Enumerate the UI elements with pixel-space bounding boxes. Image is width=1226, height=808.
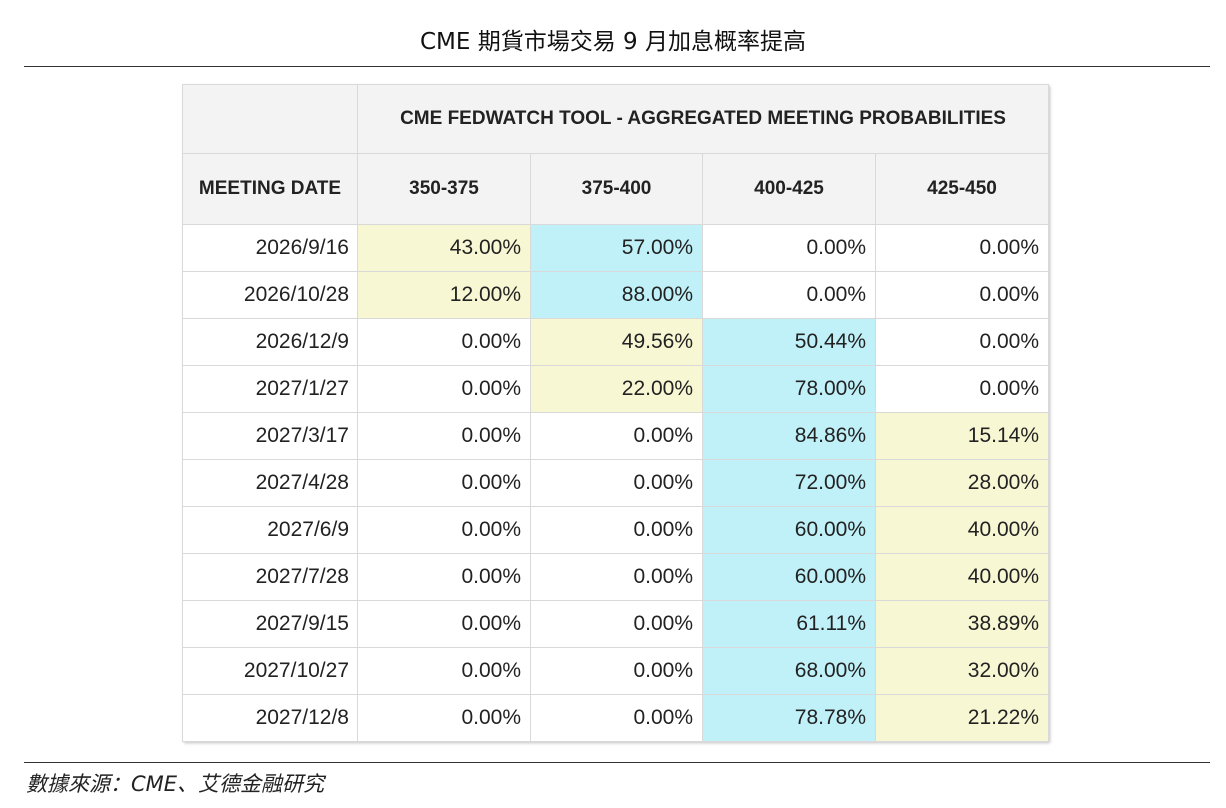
meeting-date-cell: 2027/9/15 bbox=[182, 600, 358, 648]
probability-cell: 0.00% bbox=[874, 224, 1050, 272]
table-row: 2026/9/16 43.00% 57.00% 0.00% 0.00% bbox=[182, 224, 1050, 272]
probability-cell: 60.00% bbox=[702, 506, 876, 554]
probability-cell: 0.00% bbox=[357, 318, 531, 366]
probability-cell: 0.00% bbox=[357, 694, 531, 742]
probability-cell: 15.14% bbox=[874, 412, 1050, 460]
probability-cell: 0.00% bbox=[530, 694, 703, 742]
probability-cell: 0.00% bbox=[530, 553, 703, 601]
table-title: CME FEDWATCH TOOL - AGGREGATED MEETING P… bbox=[356, 84, 1050, 154]
probability-cell: 0.00% bbox=[357, 365, 531, 413]
probability-cell: 0.00% bbox=[874, 318, 1050, 366]
meeting-date-cell: 2026/10/28 bbox=[182, 271, 358, 319]
probability-cell: 84.86% bbox=[702, 412, 876, 460]
probability-cell: 32.00% bbox=[874, 647, 1050, 695]
meeting-date-cell: 2027/12/8 bbox=[182, 694, 358, 742]
probability-cell: 0.00% bbox=[530, 412, 703, 460]
fedwatch-table-container: CME FEDWATCH TOOL - AGGREGATED MEETING P… bbox=[182, 84, 1050, 742]
probability-cell: 60.00% bbox=[702, 553, 876, 601]
probability-cell: 50.44% bbox=[702, 318, 876, 366]
probability-cell: 38.89% bbox=[874, 600, 1050, 648]
meeting-date-cell: 2027/7/28 bbox=[182, 553, 358, 601]
meeting-date-cell: 2027/3/17 bbox=[182, 412, 358, 460]
column-header-meeting-date: MEETING DATE bbox=[182, 153, 358, 225]
table-row: 2027/4/28 0.00% 0.00% 72.00% 28.00% bbox=[182, 459, 1050, 507]
probability-cell: 57.00% bbox=[530, 224, 703, 272]
probability-cell: 0.00% bbox=[357, 459, 531, 507]
probability-cell: 22.00% bbox=[530, 365, 703, 413]
probability-cell: 78.00% bbox=[702, 365, 876, 413]
probability-cell: 0.00% bbox=[530, 506, 703, 554]
probability-cell: 61.11% bbox=[702, 600, 876, 648]
probability-cell: 40.00% bbox=[874, 506, 1050, 554]
probability-cell: 0.00% bbox=[702, 224, 876, 272]
probability-cell: 43.00% bbox=[357, 224, 531, 272]
probability-cell: 0.00% bbox=[357, 553, 531, 601]
table-row: 2027/7/28 0.00% 0.00% 60.00% 40.00% bbox=[182, 553, 1050, 601]
header-corner bbox=[182, 84, 358, 154]
meeting-date-cell: 2027/1/27 bbox=[182, 365, 358, 413]
probability-cell: 0.00% bbox=[357, 412, 531, 460]
probability-cell: 0.00% bbox=[702, 271, 876, 319]
page-title: CME 期貨市場交易 9 月加息概率提高 bbox=[419, 29, 806, 55]
probability-cell: 68.00% bbox=[702, 647, 876, 695]
probability-cell: 0.00% bbox=[357, 600, 531, 648]
probability-cell: 0.00% bbox=[874, 271, 1050, 319]
probability-cell: 0.00% bbox=[357, 506, 531, 554]
bottom-divider bbox=[24, 762, 1210, 763]
probability-cell: 0.00% bbox=[357, 647, 531, 695]
table-row: 2027/1/27 0.00% 22.00% 78.00% 0.00% bbox=[182, 365, 1050, 413]
table-row: 2027/6/9 0.00% 0.00% 60.00% 40.00% bbox=[182, 506, 1050, 554]
probability-cell: 0.00% bbox=[530, 600, 703, 648]
probability-cell: 88.00% bbox=[530, 271, 703, 319]
probability-cell: 49.56% bbox=[530, 318, 703, 366]
table-row: 2026/12/9 0.00% 49.56% 50.44% 0.00% bbox=[182, 318, 1050, 366]
meeting-date-cell: 2026/12/9 bbox=[182, 318, 358, 366]
probability-cell: 0.00% bbox=[530, 647, 703, 695]
fedwatch-table: CME FEDWATCH TOOL - AGGREGATED MEETING P… bbox=[182, 84, 1050, 742]
column-header-rate-range: 400-425 bbox=[702, 153, 876, 225]
probability-cell: 12.00% bbox=[357, 271, 531, 319]
probability-cell: 40.00% bbox=[874, 553, 1050, 601]
column-header-rate-range: 425-450 bbox=[874, 153, 1050, 225]
table-row: 2027/12/8 0.00% 0.00% 78.78% 21.22% bbox=[182, 694, 1050, 742]
table-row: 2027/9/15 0.00% 0.00% 61.11% 38.89% bbox=[182, 600, 1050, 648]
meeting-date-cell: 2027/6/9 bbox=[182, 506, 358, 554]
meeting-date-cell: 2027/10/27 bbox=[182, 647, 358, 695]
column-header-rate-range: 375-400 bbox=[530, 153, 703, 225]
probability-cell: 78.78% bbox=[702, 694, 876, 742]
probability-cell: 21.22% bbox=[874, 694, 1050, 742]
probability-cell: 0.00% bbox=[530, 459, 703, 507]
column-header-rate-range: 350-375 bbox=[357, 153, 531, 225]
source-note: 數據來源：CME、艾德金融研究 bbox=[26, 772, 325, 796]
table-row: 2026/10/28 12.00% 88.00% 0.00% 0.00% bbox=[182, 271, 1050, 319]
top-divider bbox=[24, 66, 1210, 67]
table-row: 2027/10/27 0.00% 0.00% 68.00% 32.00% bbox=[182, 647, 1050, 695]
table-row: 2027/3/17 0.00% 0.00% 84.86% 15.14% bbox=[182, 412, 1050, 460]
meeting-date-cell: 2026/9/16 bbox=[182, 224, 358, 272]
probability-cell: 72.00% bbox=[702, 459, 876, 507]
meeting-date-cell: 2027/4/28 bbox=[182, 459, 358, 507]
probability-cell: 0.00% bbox=[874, 365, 1050, 413]
probability-cell: 28.00% bbox=[874, 459, 1050, 507]
